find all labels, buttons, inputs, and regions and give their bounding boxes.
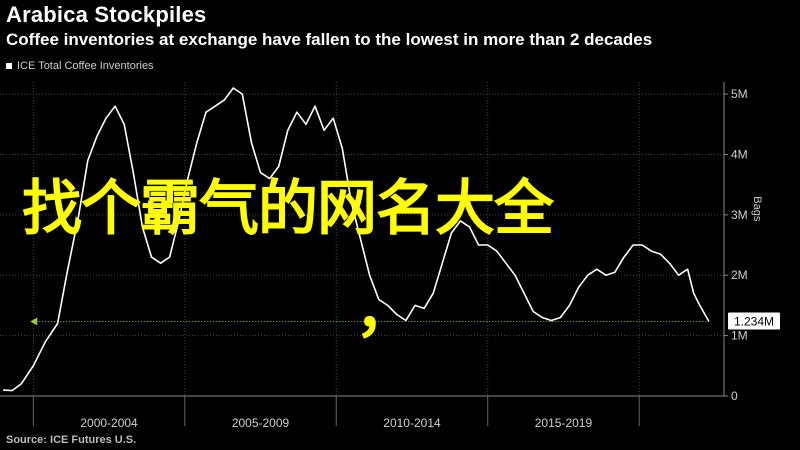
- y-tick-label: 1M: [731, 329, 748, 343]
- label-layer: 0 1M 2M 3M 4M 5M Bags 2000-2004 2005-2009 2010-20…: [80, 87, 780, 430]
- series-line-ice-total-coffee-inventories: [2, 87, 710, 392]
- x-tick-label: 2000-2004: [80, 416, 138, 430]
- x-tick-label: 2005-2009: [232, 416, 290, 430]
- y-unit-label: Bags: [751, 196, 763, 222]
- y-tick-label: 4M: [731, 147, 748, 161]
- chart-subtitle: Coffee inventories at exchange have fall…: [6, 30, 653, 49]
- y-tick-label: 5M: [731, 87, 748, 101]
- current-value-label: 1.234M: [734, 314, 774, 328]
- x-tick-label: 2010-2014: [383, 416, 441, 430]
- current-value-box: [728, 312, 780, 330]
- axis-layer: [0, 82, 728, 426]
- chart-legend: ICE Total Coffee Inventories: [6, 60, 154, 72]
- overlay-comma: ，: [355, 276, 415, 346]
- chart-title: Arabica Stockpiles: [6, 2, 207, 27]
- reference-arrow-icon: [30, 317, 38, 326]
- y-tick-label: 2M: [731, 268, 748, 282]
- legend-swatch-icon: [6, 63, 12, 69]
- legend-label: ICE Total Coffee Inventories: [17, 60, 154, 72]
- source-note: Source: ICE Futures U.S.: [6, 434, 137, 446]
- series-layer: [2, 87, 710, 392]
- y-tick-label: 3M: [731, 208, 748, 222]
- overlay-watermark-text: 找个霸气的网名大全: [22, 160, 554, 247]
- reference-layer: [30, 317, 709, 326]
- grid-layer: [0, 82, 724, 397]
- x-tick-label: 2015-2019: [535, 416, 593, 430]
- overlay-text: 找个霸气的网名大全: [22, 174, 554, 244]
- y-tick-label: 0: [731, 389, 738, 403]
